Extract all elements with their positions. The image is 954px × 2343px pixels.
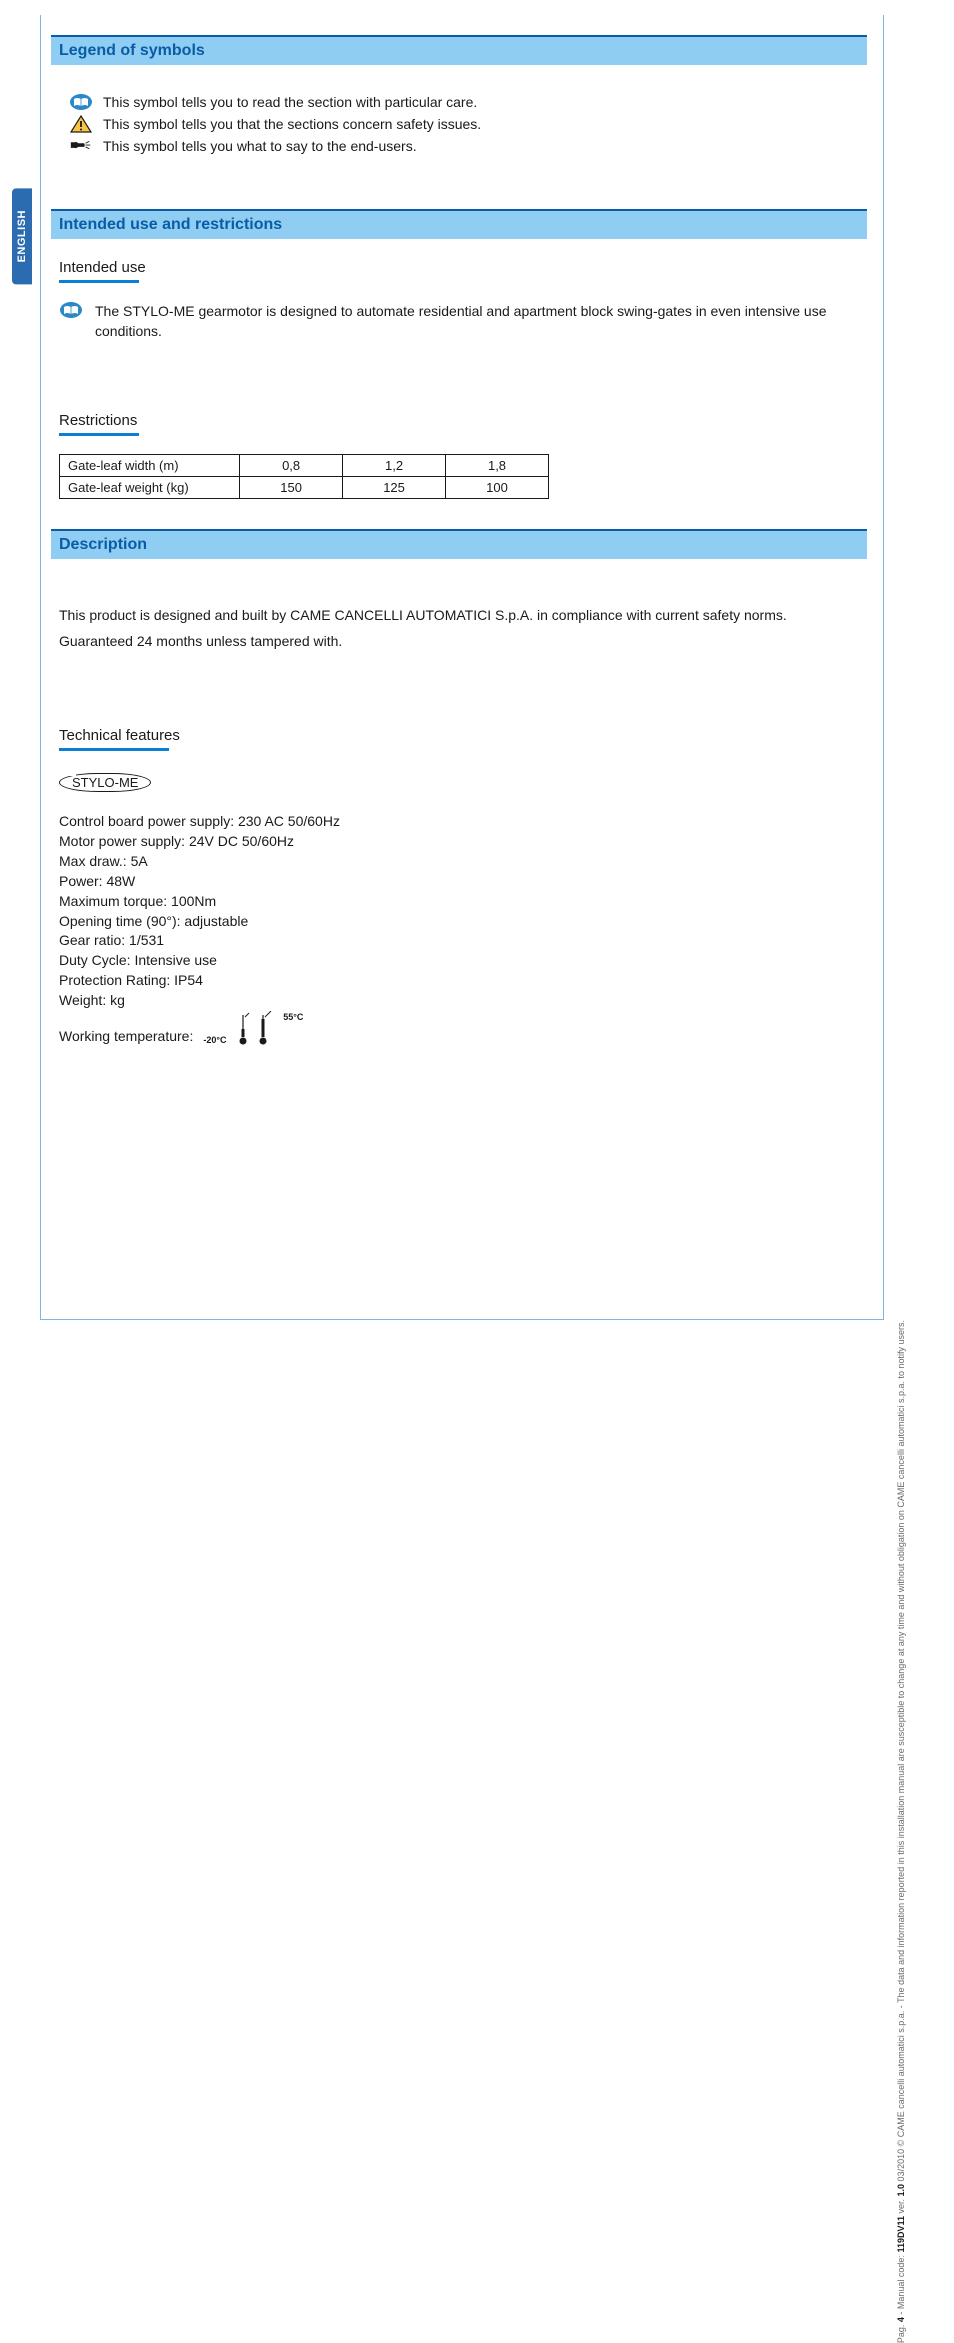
side-page: 4 (896, 2317, 906, 2322)
spec-line: Protection Rating: IP54 (59, 971, 867, 991)
section-title: Legend of symbols (59, 42, 205, 59)
spec-line-temperature: Working temperature: -20°C (59, 1011, 867, 1047)
cell-value: 0,8 (240, 454, 343, 476)
intended-use-text: The STYLO-ME gearmotor is designed to au… (95, 301, 859, 342)
spec-line: Maximum torque: 100Nm (59, 892, 867, 912)
side-mid2: ver. (896, 2196, 906, 2213)
cell-value: 100 (446, 476, 549, 498)
section-title: Intended use and restrictions (59, 216, 282, 233)
legend-text: This symbol tells you what to say to the… (103, 138, 417, 154)
subheader-restrictions: Restrictions (59, 412, 867, 431)
spec-line: Weight: kg (59, 991, 867, 1011)
spec-line: Control board power supply: 230 AC 50/60… (59, 812, 867, 832)
hand-point-icon (69, 137, 93, 155)
temp-high-label: 55°C (283, 1011, 303, 1024)
thermometer-icon: -20°C (203, 1011, 303, 1047)
subheader-technical: Technical features (59, 727, 867, 746)
legend-text: This symbol tells you that the sections … (103, 116, 481, 132)
cell-value: 1,2 (343, 454, 446, 476)
spec-line: Gear ratio: 1/531 (59, 931, 867, 951)
language-tab: ENGLISH (12, 188, 32, 284)
side-ver: 1.0 (896, 2184, 906, 2197)
product-badge: STYLO-ME (59, 773, 151, 792)
side-code: 119DV11 (896, 2216, 906, 2253)
cell-label: Gate-leaf weight (kg) (60, 476, 240, 498)
side-mid1: - Manual code: (896, 2253, 906, 2315)
section-header-description: Description (51, 529, 867, 559)
description-text-2: Guaranteed 24 months unless tampered wit… (59, 631, 859, 651)
book-icon (59, 301, 83, 319)
spec-line: Power: 48W (59, 872, 867, 892)
page-frame: Legend of symbols This symbol tells you … (40, 15, 884, 1320)
spec-label: Working temperature: (59, 1027, 193, 1047)
side-rest: 03/2010 © CAME cancelli automatici s.p.a… (896, 1320, 906, 2181)
section-header-legend: Legend of symbols (51, 35, 867, 65)
legend-row-endusers: This symbol tells you what to say to the… (69, 137, 867, 155)
legend-row-read: This symbol tells you to read the sectio… (69, 93, 867, 111)
cell-value: 150 (240, 476, 343, 498)
section-title: Description (59, 536, 147, 553)
side-prefix: Pag. (896, 2325, 906, 2343)
section-header-intended: Intended use and restrictions (51, 209, 867, 239)
table-row: Gate-leaf weight (kg) 150 125 100 (60, 476, 549, 498)
legend-row-safety: This symbol tells you that the sections … (69, 115, 867, 133)
underline (59, 280, 139, 283)
side-footer-note: Pag. 4 - Manual code: 119DV11 ver. 1.0 0… (896, 1320, 906, 2343)
warning-icon (69, 115, 93, 133)
spec-line: Motor power supply: 24V DC 50/60Hz (59, 832, 867, 852)
spec-line: Max draw.: 5A (59, 852, 867, 872)
legend-text: This symbol tells you to read the sectio… (103, 94, 477, 110)
cell-value: 125 (343, 476, 446, 498)
restrictions-table: Gate-leaf width (m) 0,8 1,2 1,8 Gate-lea… (59, 454, 549, 499)
book-icon (69, 93, 93, 111)
cell-label: Gate-leaf width (m) (60, 454, 240, 476)
underline (59, 748, 169, 751)
spec-line: Duty Cycle: Intensive use (59, 951, 867, 971)
page-content: Legend of symbols This symbol tells you … (41, 35, 883, 1047)
cell-value: 1,8 (446, 454, 549, 476)
underline (59, 433, 139, 436)
description-text-1: This product is designed and built by CA… (59, 605, 859, 625)
table-row: Gate-leaf width (m) 0,8 1,2 1,8 (60, 454, 549, 476)
subheader-intended-use: Intended use (59, 259, 867, 278)
technical-features-list: Control board power supply: 230 AC 50/60… (59, 812, 867, 1047)
spec-line: Opening time (90°): adjustable (59, 912, 867, 932)
intended-use-row: The STYLO-ME gearmotor is designed to au… (59, 301, 859, 342)
